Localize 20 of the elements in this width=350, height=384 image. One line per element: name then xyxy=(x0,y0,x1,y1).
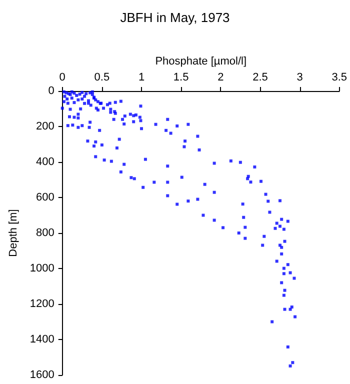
y-tick-label: 200 xyxy=(36,120,54,132)
y-tick-label: 400 xyxy=(36,156,54,168)
x-tick-label: 2.5 xyxy=(252,72,268,84)
chart-title: JBFH in May, 1973 xyxy=(120,10,230,25)
x-tick-label: 2 xyxy=(218,72,224,84)
y-tick-label: 800 xyxy=(36,227,54,239)
x-tick-label: 1 xyxy=(138,72,145,84)
x-axis-title: Phosphate [µmol/l] xyxy=(155,56,247,68)
x-tick-label: 0.5 xyxy=(94,72,110,84)
y-tick-label: 1200 xyxy=(30,298,54,310)
x-tick-label: 0 xyxy=(59,72,66,84)
x-tick-label: 3.5 xyxy=(332,72,348,84)
y-axis-title: Depth [m] xyxy=(8,209,20,257)
y-tick-label: 600 xyxy=(36,192,54,204)
x-tick-label: 1.5 xyxy=(173,72,189,84)
y-tick-label: 1400 xyxy=(30,334,54,346)
y-tick-label: 1600 xyxy=(30,369,54,381)
y-tick-label: 0 xyxy=(48,85,54,97)
y-tick-label: 1000 xyxy=(30,262,54,274)
x-tick-label: 3 xyxy=(296,72,303,84)
